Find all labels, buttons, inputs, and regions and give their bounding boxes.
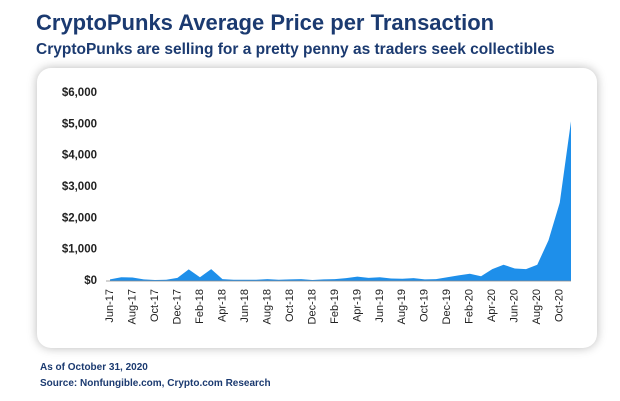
x-tick-label: Dec-19 [441, 289, 453, 324]
x-tick-label: Dec-17 [171, 289, 183, 324]
x-tick-label: Feb-19 [329, 289, 341, 324]
x-tick-label: Jun-18 [239, 289, 251, 323]
x-tick-label: Jun-19 [374, 289, 386, 323]
x-tick-label: Dec-18 [306, 289, 318, 324]
x-tick-label: Oct-17 [149, 289, 161, 322]
x-tick-label: Oct-19 [419, 289, 431, 322]
x-tick-label: Apr-19 [351, 289, 363, 322]
x-tick-label: Aug-17 [126, 289, 138, 324]
x-tick-label: Aug-19 [396, 289, 408, 324]
x-tick-label: Feb-20 [464, 289, 476, 324]
x-tick-label: Feb-18 [194, 289, 206, 324]
x-tick-label: Jun-20 [509, 289, 521, 323]
chart-title: CryptoPunks Average Price per Transactio… [36, 10, 495, 35]
y-tick-label: $5,000 [62, 118, 97, 130]
x-tick-label: Oct-18 [284, 289, 296, 322]
note: As of October 31, 2020 [40, 362, 148, 373]
x-tick-label: Apr-20 [486, 289, 498, 322]
x-tick-label: Oct-20 [554, 289, 566, 322]
y-tick-label: $2,000 [62, 212, 97, 224]
y-tick-label: $6,000 [62, 87, 97, 99]
x-tick-label: Aug-18 [261, 289, 273, 324]
chart-subtitle: CryptoPunks are selling for a pretty pen… [36, 41, 555, 58]
chart-card [37, 68, 597, 348]
area [110, 121, 571, 281]
y-tick-label: $4,000 [62, 150, 97, 162]
x-tick-label: Jun-17 [104, 289, 116, 323]
x-tick-label: Aug-20 [531, 289, 543, 324]
x-tick-label: Apr-18 [216, 289, 228, 322]
y-tick-label: $3,000 [62, 181, 97, 193]
y-tick-label: $1,000 [62, 244, 97, 256]
source: Source: Nonfungible.com, Crypto.com Rese… [40, 378, 271, 389]
y-tick-label: $0 [84, 275, 97, 287]
